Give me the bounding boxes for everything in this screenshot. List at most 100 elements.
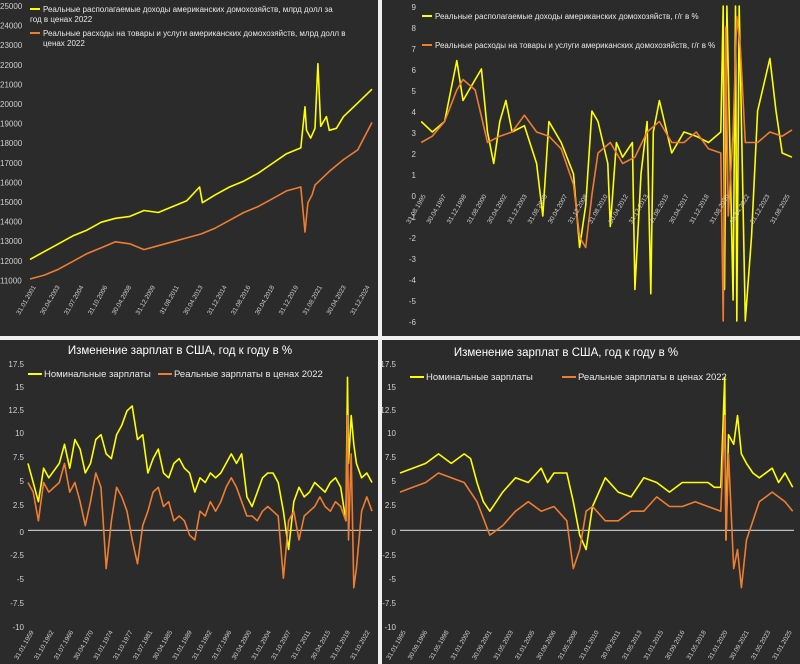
y-tick-label: -5 (17, 575, 25, 584)
legend-label-real: Реальные зарплаты в ценах 2022 (174, 369, 323, 380)
x-tick-label: 31.01.2019 (330, 629, 353, 661)
x-tick-labels: 31.01.1995 30.09.1996 31.05.1998 31.01.2000… (385, 629, 794, 661)
legend-label-real: Реальные зарплаты в ценах 2022 (578, 372, 727, 383)
x-tick-label: 31.01.2025 (771, 629, 794, 661)
y-tick-label: 7 (412, 45, 417, 54)
y-tick-label: -7.5 (382, 599, 396, 608)
x-tick-label: 30.04.1997 (426, 193, 449, 225)
x-tick-label: 31.05.2013 (621, 629, 644, 661)
legend-label-nominal: Номинальные зарплаты (44, 369, 151, 380)
plot-area (399, 376, 794, 589)
y-tick-label: 0 (20, 528, 25, 537)
y-tick-label: 24000 (0, 22, 23, 31)
y-tick-label: 25000 (0, 2, 23, 11)
legend-label-spending: Реальные расходы на товары и услуги амер… (435, 41, 715, 50)
x-tick-label: 31.10.1992 (191, 629, 214, 661)
y-tick-label: 3 (412, 129, 417, 138)
x-tick-label: 31.01.2000 (450, 629, 473, 661)
y-tick-label: 9 (412, 3, 417, 12)
x-tick-label: 30.09.2011 (600, 629, 622, 661)
y-tick-label: 15000 (0, 198, 23, 207)
x-tick-label: 31.07.1996 (211, 629, 234, 661)
x-tick-labels: 31.01.195931.10.196231.07.196630.04.1970… (13, 629, 372, 661)
series-line-first (27, 376, 373, 551)
y-tick-label: 7.5 (385, 453, 397, 462)
y-tick-label: 13000 (0, 237, 23, 246)
y-tick-label: -2.5 (10, 551, 24, 560)
x-tick-label: 31.08.2025 (769, 193, 792, 225)
x-tick-label: 31.12.2009 (135, 284, 158, 316)
y-tick-label: 15 (387, 383, 396, 392)
y-tick-label: 2.5 (13, 501, 25, 510)
y-tick-label: 1 (412, 171, 417, 180)
y-tick-label: 12.5 (382, 406, 397, 415)
x-tick-label: 31.05.2023 (750, 629, 773, 661)
x-tick-label: 31.12.2014 (206, 284, 229, 316)
x-tick-label: 30.04.2022 (729, 193, 752, 225)
legend-label-income-1: Реальные располагаемые доходы американск… (43, 5, 333, 14)
chart-title: Изменение зарплат в США, год к году в % (454, 347, 678, 359)
y-tick-label: 16000 (0, 178, 23, 187)
y-tick-label: 5 (20, 477, 25, 486)
y-tick-label: -2 (409, 234, 417, 243)
x-tick-label: 30.04.2008 (111, 284, 134, 316)
y-tick-label: 12000 (0, 257, 23, 266)
x-tick-label: 31.08.2021 (302, 284, 325, 316)
y-tick-label: 20000 (0, 100, 23, 109)
x-tick-label: 31.01.2010 (578, 629, 601, 661)
y-tick-label: 5 (412, 87, 417, 96)
y-tick-label: -5 (409, 297, 417, 306)
y-tick-label: 17.5 (382, 360, 397, 369)
chart-svg: 25000 24000 23000 22000 21000 20000 1900… (0, 2, 373, 316)
x-tick-label: 31.10.2007 (270, 629, 293, 661)
legend-label-spending-1: Реальные расходы на товары и услуги амер… (43, 29, 346, 38)
legend-label-income-2: год в ценах 2022 (30, 15, 93, 24)
y-tick-label: -7.5 (10, 599, 24, 608)
y-tick-label: -10 (12, 623, 24, 632)
x-tick-label: 31.01.1989 (171, 629, 194, 661)
x-tick-label: 31.08.2016 (230, 284, 253, 316)
y-tick-label: -6 (409, 318, 417, 327)
chart-svg: 9 8 7 6 5 4 3 2 1 0 -1 -2 -3 -4 -5 -6 Ре… (405, 3, 793, 327)
y-tick-label: 2.5 (385, 501, 397, 510)
x-tick-label: 30.09.2016 (664, 629, 687, 661)
x-tick-label: 30.04.2023 (325, 284, 348, 316)
y-tick-label: -2.5 (382, 551, 396, 560)
x-tick-label: 30.04.2003 (39, 284, 62, 316)
y-tick-label: 15 (15, 383, 24, 392)
x-tick-label: 31.12.2019 (278, 284, 301, 316)
x-tick-label: 30.04.2018 (254, 284, 277, 316)
y-tick-label: 4 (412, 108, 417, 117)
y-tick-label: 6 (412, 66, 417, 75)
x-tick-label: 31.08.2011 (159, 284, 181, 316)
series-line-first (29, 62, 373, 261)
y-tick-label: 2 (412, 150, 417, 159)
y-tick-label: 17000 (0, 159, 23, 168)
y-tick-label: -3 (409, 255, 417, 264)
x-tick-label: 31.10.1962 (33, 629, 56, 661)
legend: Реальные располагаемые доходы американск… (30, 5, 346, 48)
x-tick-label: 31.01.2015 (643, 629, 666, 661)
chart-title: Изменение зарплат в США, год к году в % (68, 345, 292, 357)
x-tick-label: 31.01.2001 (15, 284, 38, 316)
x-tick-label: 31.07.1966 (53, 629, 76, 661)
y-tick-label: 17.5 (8, 360, 24, 369)
x-tick-label: 30.04.1985 (152, 629, 175, 661)
y-tick-label: -10 (384, 623, 396, 632)
chart-real-income-spending-yoy: 9 8 7 6 5 4 3 2 1 0 -1 -2 -3 -4 -5 -6 Ре… (382, 0, 800, 336)
y-tick-label: 11000 (0, 276, 22, 285)
plot-area (420, 5, 793, 322)
y-tick-label: 5 (392, 477, 397, 486)
x-tick-label: 31.10.1977 (112, 629, 135, 661)
plot-area (29, 62, 373, 280)
x-tick-label: 30.09.2001 (471, 629, 494, 661)
plot-area (27, 376, 373, 589)
x-tick-label: 31.01.2020 (707, 629, 730, 661)
x-tick-label: 31.12.2018 (688, 193, 711, 225)
x-tick-label: 30.09.2021 (728, 629, 751, 661)
chart-wages-yoy-recent: Изменение зарплат в США, год к году в % … (382, 340, 800, 664)
x-tick-label: 31.01.1959 (13, 629, 36, 661)
series-line-first (420, 5, 793, 322)
legend: Номинальные зарплаты Реальные зарплаты в… (410, 372, 727, 383)
y-tick-label: 10 (387, 429, 396, 438)
